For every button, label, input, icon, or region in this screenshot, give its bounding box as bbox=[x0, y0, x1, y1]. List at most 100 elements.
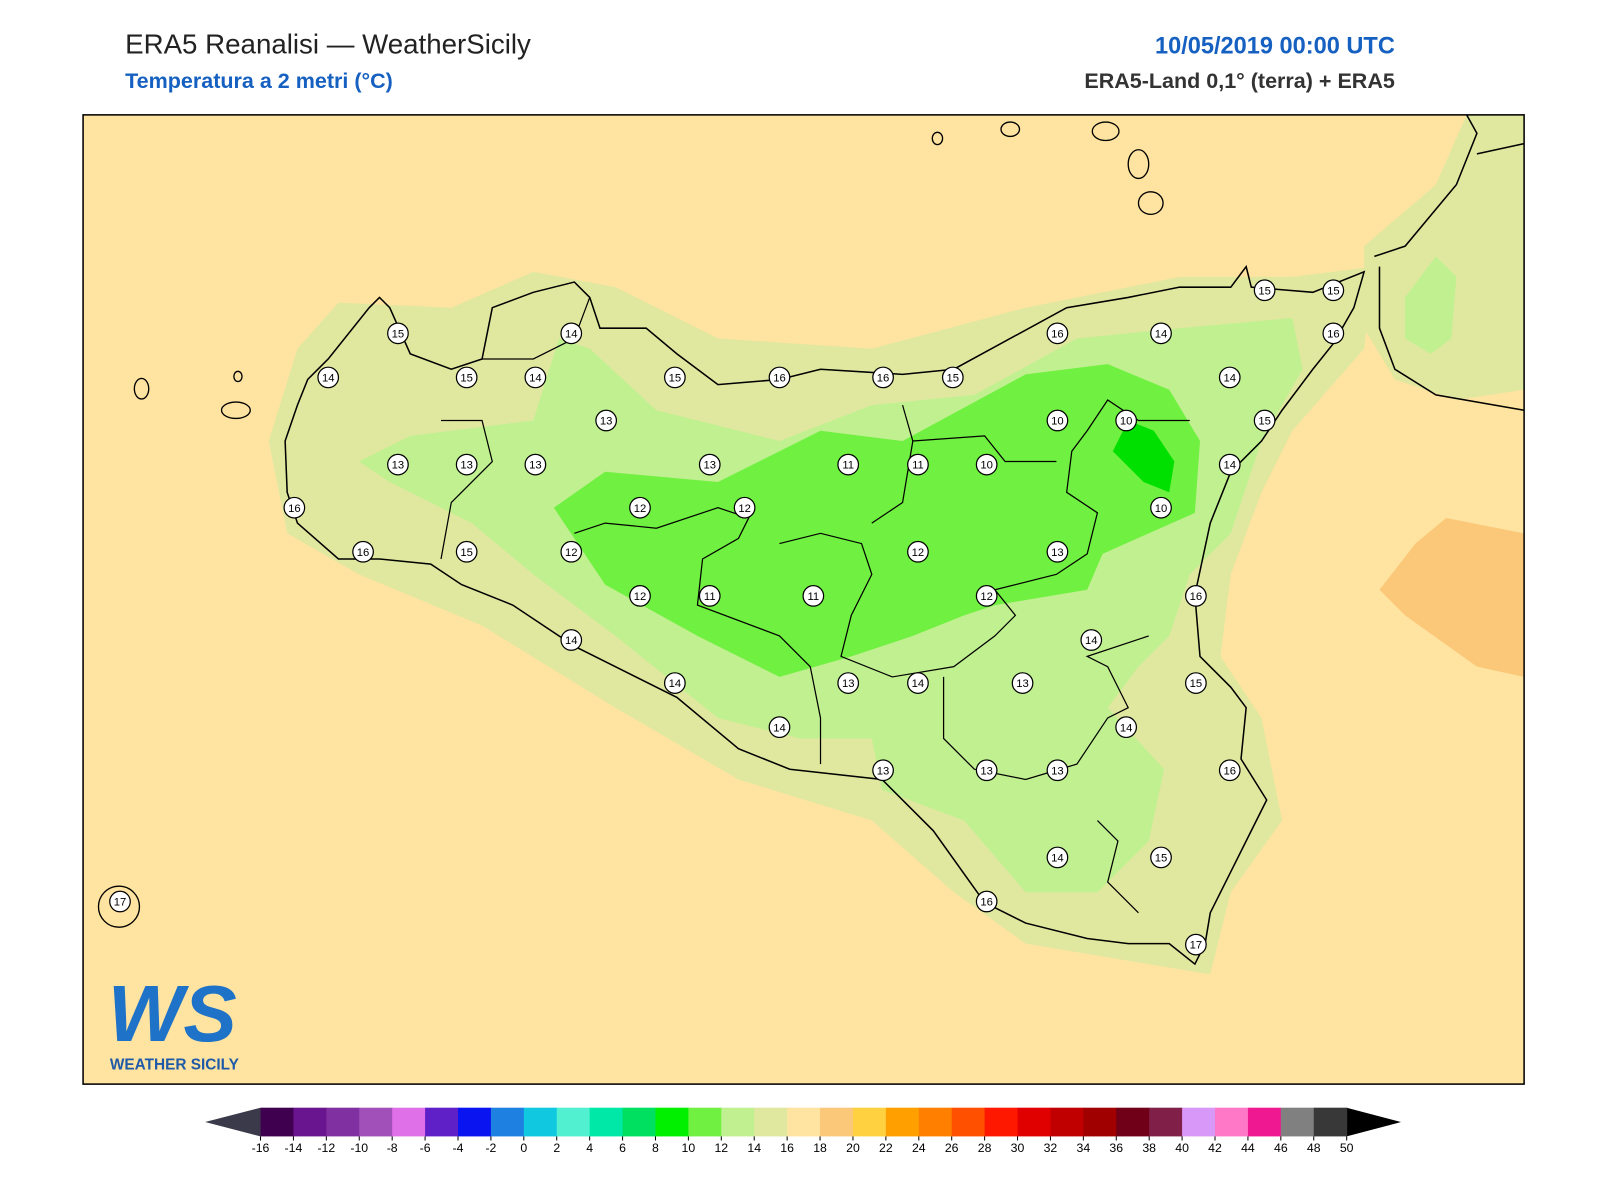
station-marker bbox=[455, 453, 478, 476]
colorbar-bin bbox=[1215, 1107, 1249, 1137]
station-value: 16 bbox=[773, 373, 786, 385]
station-value: 11 bbox=[842, 460, 854, 472]
station: 14 bbox=[1115, 716, 1138, 739]
map-frame bbox=[82, 114, 1525, 1085]
station-marker bbox=[629, 496, 651, 519]
station-marker bbox=[1046, 322, 1069, 345]
station-value: 14 bbox=[322, 373, 335, 385]
station-value: 12 bbox=[980, 591, 993, 603]
station-value: 11 bbox=[704, 591, 716, 603]
station-value: 12 bbox=[738, 503, 751, 515]
station-value: 15 bbox=[1155, 853, 1168, 865]
station-value: 14 bbox=[1223, 373, 1236, 385]
colorbar-tick-label: 10 bbox=[682, 1141, 696, 1155]
station: 13 bbox=[975, 759, 998, 782]
colorbar-tick-label: 30 bbox=[1011, 1141, 1025, 1155]
station-marker bbox=[837, 672, 860, 694]
station-marker bbox=[1046, 540, 1069, 563]
station: 11 bbox=[698, 585, 721, 607]
colorbar-bin bbox=[918, 1107, 953, 1137]
colorbar-bin bbox=[392, 1107, 426, 1137]
subtitle: Temperatura a 2 metri (°C) bbox=[125, 69, 393, 93]
colorbar-tick-label: 40 bbox=[1175, 1141, 1189, 1155]
station-marker bbox=[560, 629, 583, 651]
station: 15 bbox=[455, 540, 478, 563]
station-value: 14 bbox=[1155, 328, 1168, 340]
station: 15 bbox=[663, 366, 686, 389]
station: 13 bbox=[1046, 540, 1069, 563]
station-value: 15 bbox=[392, 328, 405, 340]
station-value: 13 bbox=[842, 678, 855, 690]
colorbar-bin bbox=[984, 1107, 1019, 1137]
colorbar-tick-label: 36 bbox=[1109, 1141, 1123, 1155]
station-marker bbox=[1218, 453, 1241, 476]
station: 11 bbox=[802, 585, 825, 607]
station-value: 13 bbox=[877, 765, 890, 777]
colorbar-tick-label: 38 bbox=[1142, 1141, 1156, 1155]
colorbar-bin bbox=[1247, 1107, 1282, 1137]
colorbar-tick-label: -10 bbox=[350, 1141, 368, 1155]
colorbar-tick-label: 24 bbox=[912, 1141, 926, 1155]
station-marker bbox=[560, 322, 583, 345]
station-value: 12 bbox=[634, 591, 647, 603]
station-value: 16 bbox=[877, 373, 890, 385]
station: 13 bbox=[455, 453, 478, 476]
station-value: 13 bbox=[1051, 765, 1064, 777]
station: 16 bbox=[768, 366, 791, 389]
colorbar-tick-label: 20 bbox=[846, 1141, 860, 1155]
station: 14 bbox=[560, 629, 583, 651]
colorbar-tick-label: 6 bbox=[619, 1141, 626, 1155]
colorbar-bin bbox=[293, 1107, 327, 1137]
station: 14 bbox=[1150, 322, 1172, 345]
station-marker bbox=[975, 890, 998, 913]
colorbar-bin bbox=[1182, 1107, 1216, 1137]
station-marker bbox=[1322, 322, 1345, 345]
station-marker bbox=[907, 453, 929, 476]
colorbar-tick-label: -12 bbox=[317, 1141, 335, 1155]
colorbar-bin bbox=[1280, 1107, 1315, 1137]
colorbar-tick-label: 26 bbox=[945, 1141, 959, 1155]
station-value: 15 bbox=[460, 373, 473, 385]
station: 16 bbox=[1218, 759, 1241, 782]
station: 15 bbox=[387, 322, 409, 345]
station-value: 16 bbox=[980, 897, 993, 909]
islands bbox=[97, 121, 1164, 928]
station-marker bbox=[1080, 629, 1103, 651]
station-value: 16 bbox=[1327, 328, 1340, 340]
station-marker bbox=[1011, 672, 1034, 694]
station-marker bbox=[768, 716, 791, 739]
station-value: 12 bbox=[912, 547, 925, 559]
colorbar-tick-label: 32 bbox=[1044, 1141, 1058, 1155]
station-marker bbox=[283, 496, 306, 519]
colorbar-bin bbox=[655, 1107, 689, 1137]
station-marker bbox=[1115, 409, 1138, 432]
colorbar-tick-label: 28 bbox=[978, 1141, 992, 1155]
station-marker bbox=[663, 366, 686, 389]
source: ERA5-Land 0,1° (terra) + ERA5 bbox=[1084, 69, 1395, 93]
station: 16 bbox=[1185, 585, 1207, 607]
station: 13 bbox=[837, 672, 860, 694]
province-borders bbox=[440, 297, 1190, 914]
station-marker bbox=[872, 759, 894, 782]
colorbar-bin bbox=[589, 1107, 624, 1137]
colorbar-bin bbox=[1313, 1107, 1348, 1137]
station: 10 bbox=[1046, 409, 1069, 432]
colorbar-tick-label: 14 bbox=[747, 1141, 761, 1155]
station-marker bbox=[698, 453, 721, 476]
station: 15 bbox=[1253, 279, 1276, 302]
station-marker bbox=[629, 585, 651, 607]
station-marker bbox=[1046, 759, 1069, 782]
station-marker bbox=[975, 585, 998, 607]
station-marker bbox=[1253, 409, 1276, 432]
station: 16 bbox=[1046, 322, 1069, 345]
colorbar-bin bbox=[260, 1107, 294, 1137]
map: 15 14 14 15 14 15 16 16 15 16 14 15 15 16 14 13 10 10 15 13… bbox=[82, 114, 1525, 1085]
station-marker bbox=[524, 453, 547, 476]
station-marker bbox=[698, 585, 721, 607]
colorbar-bin bbox=[754, 1107, 788, 1137]
station-value: 16 bbox=[1190, 591, 1203, 603]
station-marker bbox=[524, 366, 547, 389]
station-value: 14 bbox=[565, 635, 578, 647]
colorbar-bin bbox=[885, 1107, 920, 1137]
